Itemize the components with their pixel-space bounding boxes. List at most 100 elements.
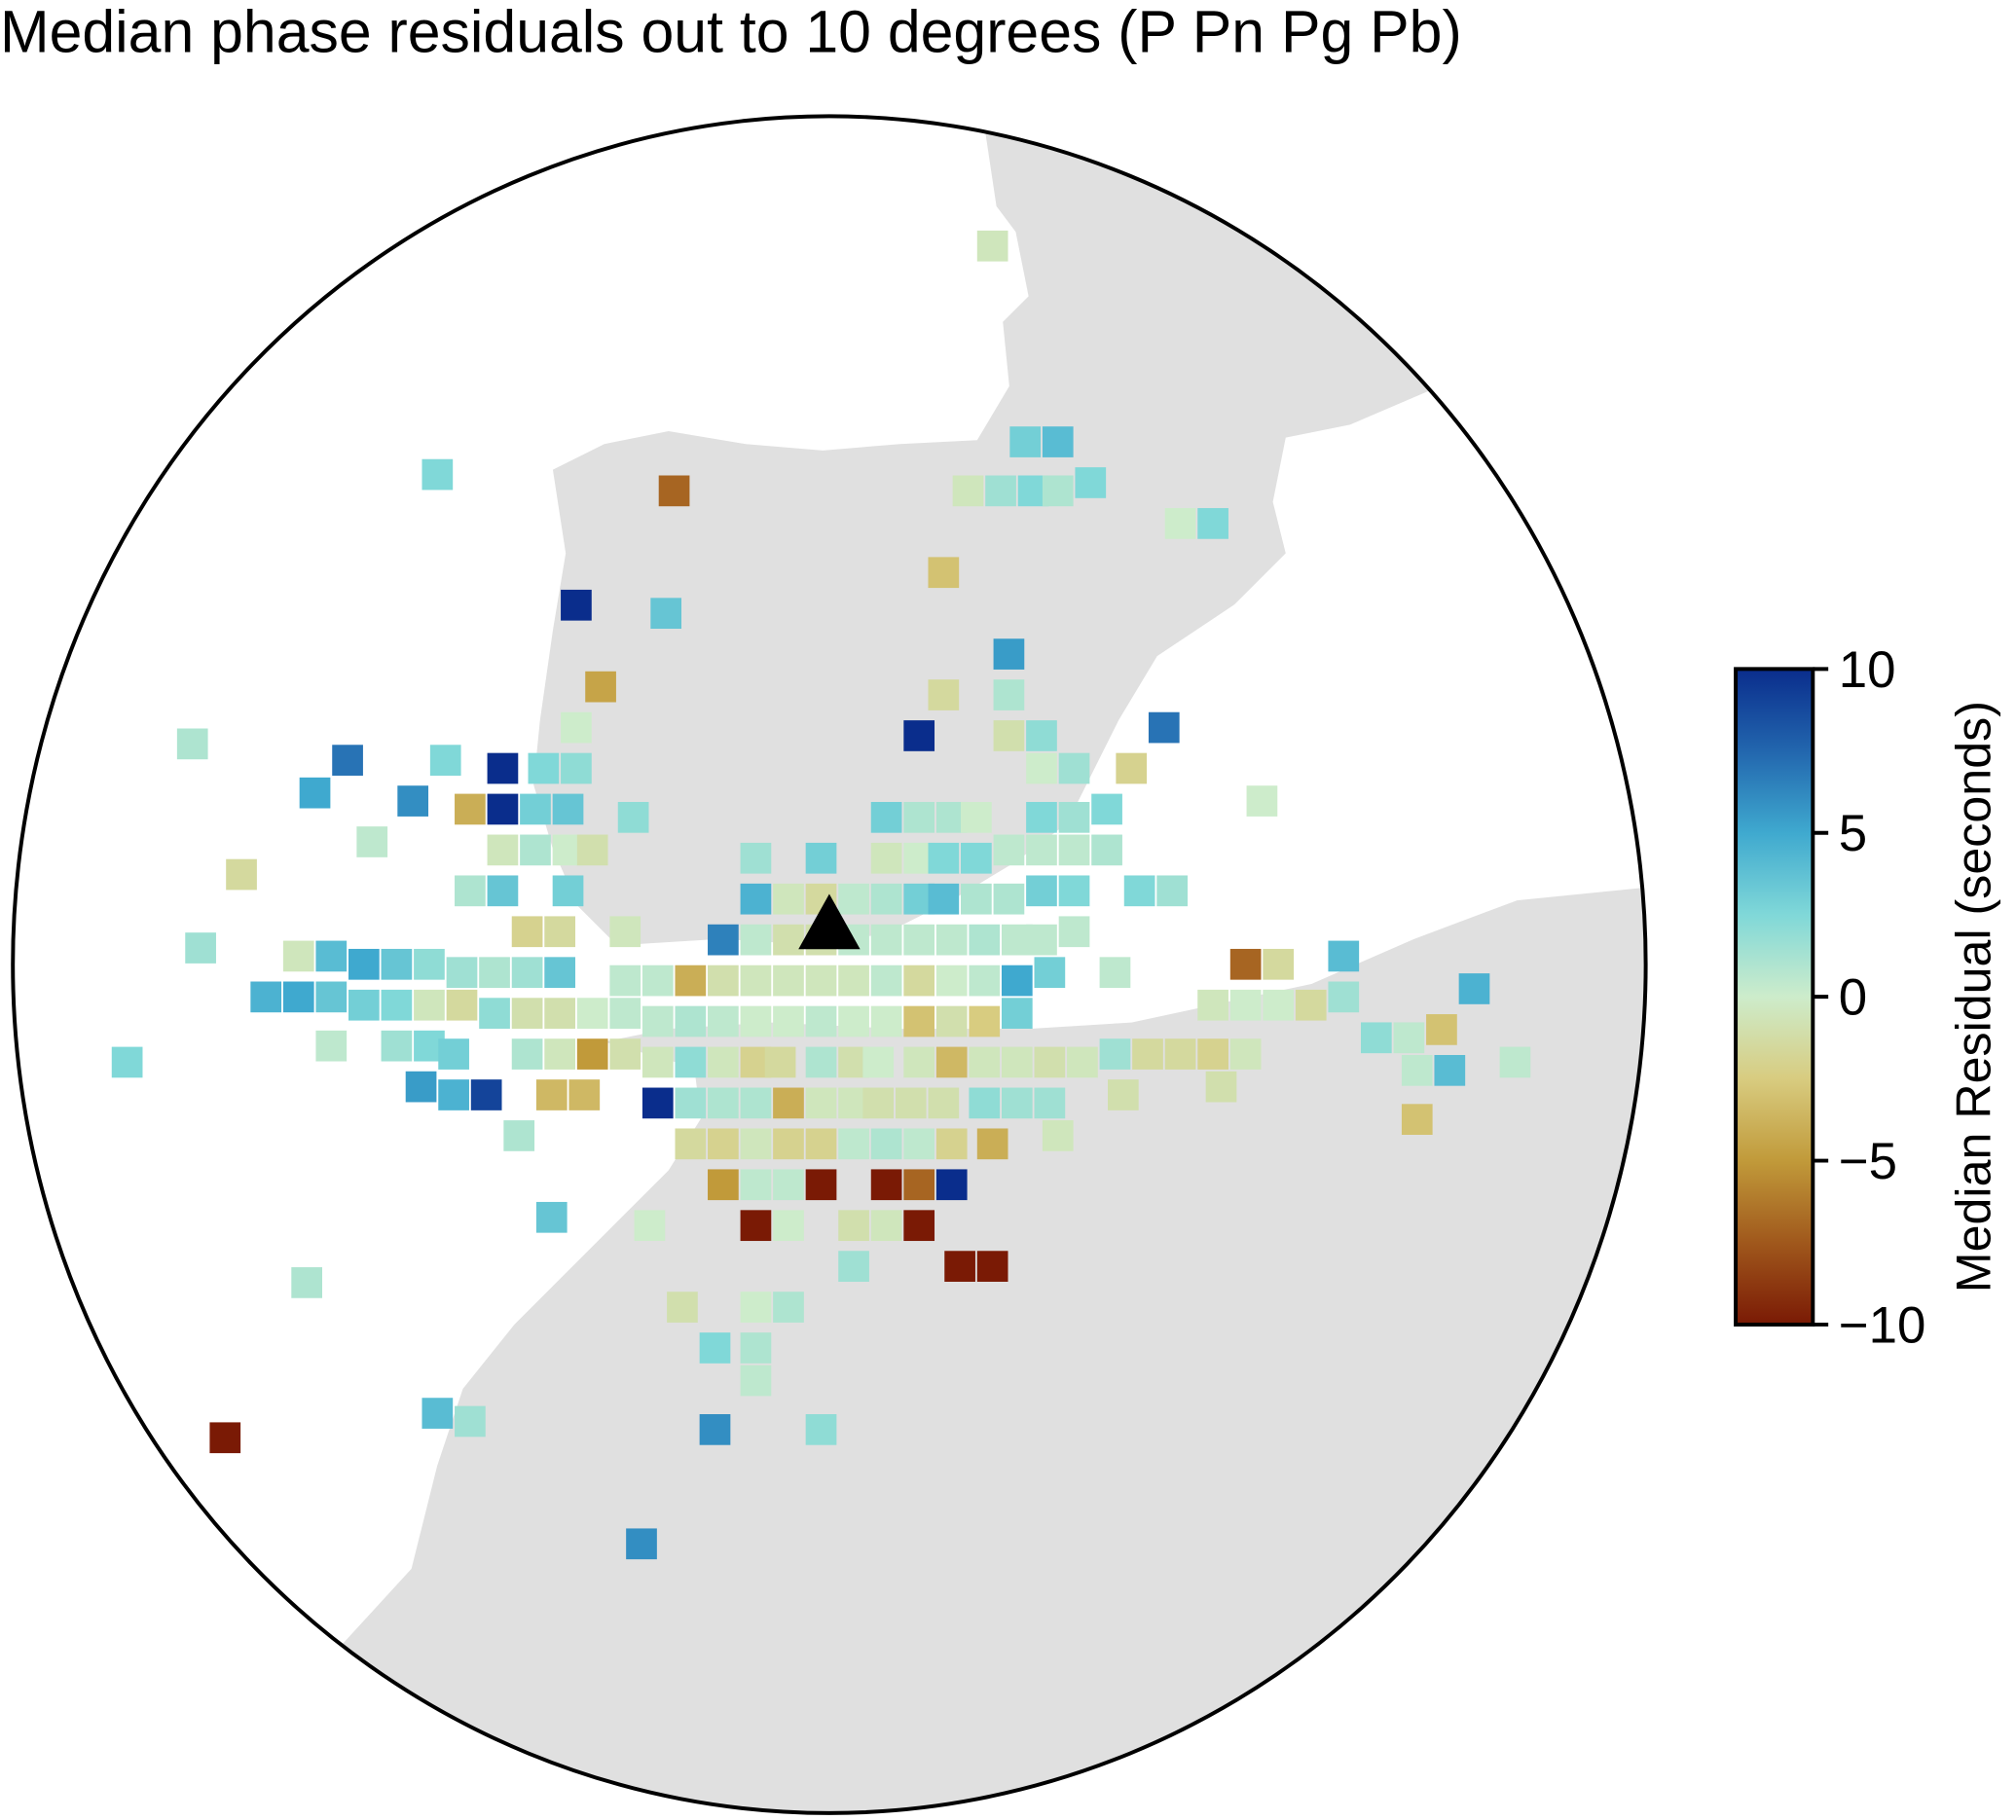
cell — [1401, 1104, 1433, 1136]
cell — [895, 1087, 927, 1119]
cell — [1026, 924, 1057, 956]
cell — [976, 1251, 1008, 1282]
cell — [928, 842, 960, 874]
cell — [928, 557, 960, 589]
cell — [641, 1087, 674, 1119]
cell — [1229, 989, 1262, 1021]
cell — [740, 1210, 772, 1242]
cell — [1001, 1046, 1033, 1078]
cell — [414, 989, 445, 1021]
cell — [511, 998, 543, 1029]
cell — [585, 671, 616, 703]
cell — [1042, 426, 1074, 457]
cell — [740, 924, 772, 956]
cell — [1075, 467, 1107, 498]
cell — [838, 883, 869, 915]
cell — [658, 475, 690, 507]
cell — [544, 957, 575, 989]
cell — [675, 1046, 707, 1078]
cell — [903, 1128, 935, 1160]
cell — [805, 842, 837, 874]
cell — [993, 638, 1025, 670]
cell — [740, 1365, 772, 1397]
cell — [438, 1079, 469, 1110]
cell — [1328, 940, 1360, 972]
cell — [1205, 1071, 1237, 1103]
cell — [805, 1169, 837, 1201]
cell — [1026, 801, 1057, 833]
cell — [870, 924, 902, 956]
cell — [976, 230, 1008, 262]
cell — [838, 1251, 869, 1282]
cell — [503, 1120, 535, 1151]
cell — [740, 1332, 772, 1364]
cell — [1034, 957, 1066, 989]
cell — [993, 720, 1025, 751]
cell — [952, 475, 984, 507]
cell — [675, 965, 707, 997]
cell — [1058, 875, 1090, 907]
cell — [348, 948, 380, 980]
cell — [1116, 752, 1148, 784]
cell — [903, 1210, 935, 1242]
cell — [1164, 1038, 1196, 1070]
cell — [805, 1087, 837, 1119]
cell — [520, 793, 551, 825]
cell — [773, 1005, 804, 1037]
cell — [1197, 1038, 1228, 1070]
cell — [1001, 998, 1033, 1029]
cell — [1058, 801, 1090, 833]
cell — [1426, 1014, 1457, 1045]
cell — [1058, 752, 1090, 784]
cell — [773, 1128, 804, 1160]
cell — [1058, 916, 1090, 948]
cell — [1156, 875, 1189, 907]
cell — [1434, 1054, 1466, 1086]
cell — [185, 932, 216, 964]
cell — [773, 1169, 804, 1201]
cell — [985, 475, 1016, 507]
cell — [805, 1128, 837, 1160]
cell — [969, 1046, 1001, 1078]
cell — [838, 1005, 869, 1037]
cell — [935, 924, 968, 956]
colorbar-ticks: −10 −5 0 5 10 — [1813, 641, 1925, 1354]
cell — [1026, 752, 1057, 784]
cell — [641, 1005, 674, 1037]
cell — [609, 998, 641, 1029]
cell — [568, 1079, 601, 1110]
cell — [544, 1038, 575, 1070]
cell — [1001, 1087, 1033, 1119]
cell — [299, 777, 331, 809]
cell — [708, 1005, 739, 1037]
cell — [315, 940, 348, 972]
cell — [511, 957, 543, 989]
cell — [1197, 989, 1228, 1021]
cell — [438, 1038, 469, 1070]
cell — [708, 1046, 739, 1078]
cell — [1458, 973, 1490, 1004]
cell — [397, 785, 429, 817]
cell — [609, 965, 641, 997]
cell — [1123, 875, 1155, 907]
cell — [740, 1292, 772, 1323]
cell — [535, 1079, 568, 1110]
cell — [650, 598, 682, 630]
cell — [708, 924, 739, 956]
cell — [667, 1292, 698, 1323]
map-frame — [11, 114, 1648, 1815]
cell — [291, 1267, 322, 1298]
cell — [561, 711, 592, 744]
cell — [903, 1046, 935, 1078]
cell — [1009, 426, 1042, 457]
cell — [487, 875, 519, 907]
cell — [993, 679, 1025, 710]
cell — [626, 1528, 657, 1560]
cell — [870, 1169, 902, 1201]
cell — [1034, 1087, 1066, 1119]
land-africa — [257, 887, 1646, 1813]
cell — [903, 720, 935, 751]
cell — [805, 1414, 837, 1445]
cell — [935, 965, 968, 997]
